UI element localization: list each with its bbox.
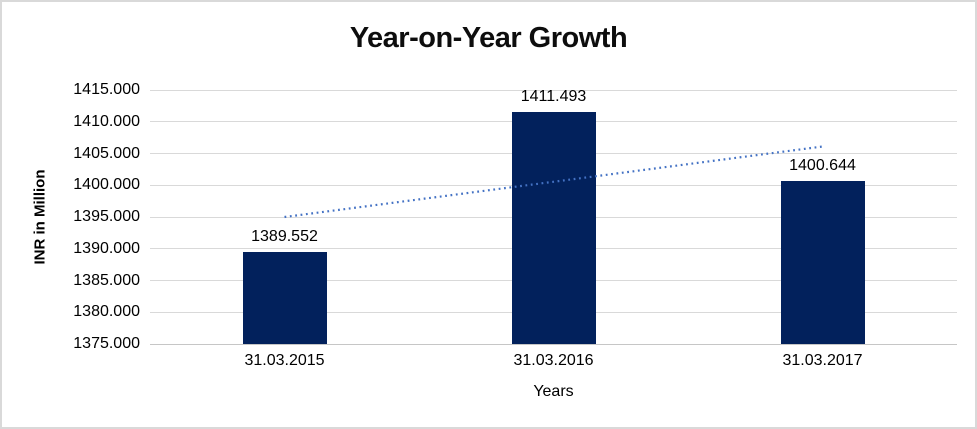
x-tick-label: 31.03.2016 xyxy=(513,352,594,369)
bar-31.03.2016 xyxy=(511,112,596,344)
y-axis-title: INR in Million xyxy=(31,169,49,265)
y-tick-label: 1415.000 xyxy=(73,81,140,98)
x-tick-label: 31.03.2015 xyxy=(244,352,325,369)
y-tick-label: 1410.000 xyxy=(73,112,140,130)
y-tick-label: 1395.000 xyxy=(73,208,140,225)
x-axis-title: Years xyxy=(533,383,574,400)
trendline xyxy=(284,145,823,219)
plot-area: 1389.552 1411.493 1400.644 xyxy=(150,88,957,345)
bar-value-label: 1400.644 xyxy=(789,157,856,175)
x-axis-line xyxy=(150,343,957,345)
y-tick-label: 1380.000 xyxy=(73,303,140,321)
gridline xyxy=(150,89,957,91)
bar-31.03.2017 xyxy=(780,181,865,344)
y-tick-label: 1385.000 xyxy=(73,271,140,289)
chart-title: Year-on-Year Growth xyxy=(349,22,628,54)
y-tick-label: 1375.000 xyxy=(73,335,140,352)
y-tick-label: 1390.000 xyxy=(73,239,140,257)
bar-31.03.2015 xyxy=(242,251,327,344)
y-tick-label: 1400.000 xyxy=(73,176,140,194)
bar-value-label: 1411.493 xyxy=(520,88,587,106)
y-tick-label: 1405.000 xyxy=(73,144,140,162)
x-tick-label: 31.03.2017 xyxy=(782,352,863,369)
bar-value-label: 1389.552 xyxy=(251,227,318,245)
